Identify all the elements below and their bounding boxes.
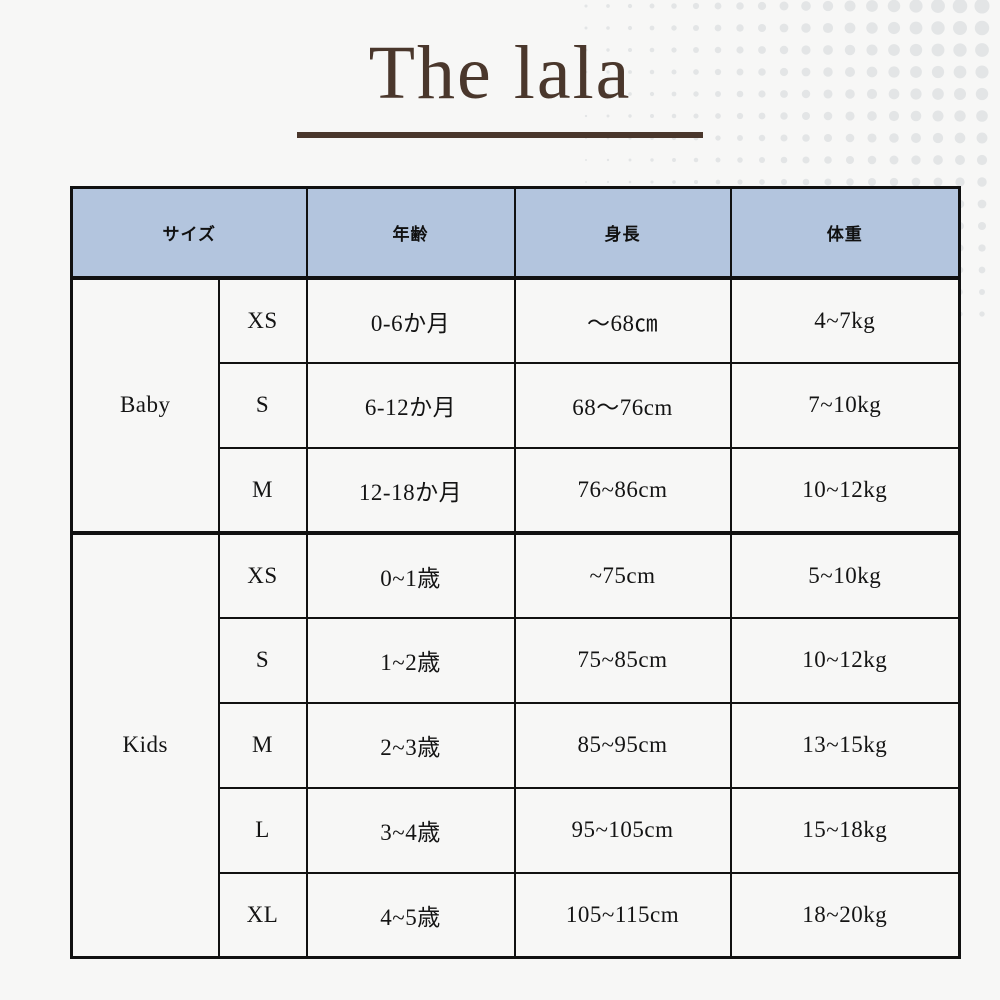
- cell-height: 95~105cm: [513, 786, 732, 874]
- cell-height: 105~115cm: [513, 871, 732, 959]
- cell-weight: 13~15kg: [729, 701, 961, 789]
- table-row: S 6-12か月 68〜76cm 7~10kg: [72, 361, 961, 449]
- cell-size: S: [217, 361, 308, 449]
- table-row: M 2~3歳 85~95cm 13~15kg: [72, 701, 961, 789]
- cell-age: 0-6か月: [305, 275, 516, 364]
- cell-weight: 5~10kg: [729, 530, 961, 619]
- size-chart-container: サイズ 年齢 身長 体重 Baby XS 0-6か月 〜68㎝ 4~7kg S 6-12か月…: [70, 186, 961, 959]
- cell-age: 4~5歳: [305, 871, 516, 959]
- cell-height: 〜68㎝: [513, 275, 732, 364]
- table-body: Baby XS 0-6か月 〜68㎝ 4~7kg S 6-12か月 68〜76cm 7~10kg…: [70, 275, 961, 959]
- cell-height: 75~85cm: [513, 616, 732, 704]
- cell-size: M: [217, 446, 308, 534]
- title-underline-rule: [297, 131, 703, 138]
- column-header-weight: 体重: [729, 186, 961, 279]
- cell-height: 76~86cm: [513, 446, 732, 534]
- cell-height: 85~95cm: [513, 701, 732, 789]
- cell-age: 6-12か月: [305, 361, 516, 449]
- table-header-row: サイズ 年齢 身長 体重: [70, 186, 961, 279]
- table-row: M 12-18か月 76~86cm 10~12kg: [72, 446, 961, 534]
- cell-size: XS: [217, 275, 308, 364]
- cell-height: 68〜76cm: [513, 361, 732, 449]
- cell-weight: 15~18kg: [729, 786, 961, 874]
- cell-age: 3~4歳: [305, 786, 516, 874]
- cell-weight: 10~12kg: [729, 446, 961, 534]
- cell-age: 2~3歳: [305, 701, 516, 789]
- cell-size: M: [217, 701, 308, 789]
- cell-weight: 7~10kg: [729, 361, 961, 449]
- table-row: Kids XS 0~1歳 ~75cm 5~10kg: [70, 530, 961, 959]
- cell-age: 1~2歳: [305, 616, 516, 704]
- cell-age: 0~1歳: [305, 530, 516, 619]
- cell-age: 12-18か月: [305, 446, 516, 534]
- group-label-baby: Baby: [70, 275, 220, 534]
- column-header-size: サイズ: [70, 186, 308, 279]
- cell-weight: 18~20kg: [729, 871, 961, 959]
- table-row: S 1~2歳 75~85cm 10~12kg: [72, 616, 961, 704]
- cell-size: XS: [217, 530, 308, 619]
- cell-weight: 4~7kg: [729, 275, 961, 364]
- column-header-age: 年齢: [305, 186, 516, 279]
- group-label-kids: Kids: [70, 530, 220, 959]
- column-header-height: 身長: [513, 186, 732, 279]
- size-chart-table: サイズ 年齢 身長 体重 Baby XS 0-6か月 〜68㎝ 4~7kg S 6-12か月…: [70, 186, 961, 959]
- page-title: The lala: [368, 31, 632, 115]
- table-row: L 3~4歳 95~105cm 15~18kg: [72, 786, 961, 874]
- table-row: Baby XS 0-6か月 〜68㎝ 4~7kg: [70, 275, 961, 534]
- cell-weight: 10~12kg: [729, 616, 961, 704]
- cell-size: S: [217, 616, 308, 704]
- table-row: XL 4~5歳 105~115cm 18~20kg: [72, 871, 961, 959]
- brand-header: The lala: [0, 31, 1000, 138]
- table-header: サイズ 年齢 身長 体重: [70, 186, 961, 279]
- cell-height: ~75cm: [513, 530, 732, 619]
- cell-size: XL: [217, 871, 308, 959]
- cell-size: L: [217, 786, 308, 874]
